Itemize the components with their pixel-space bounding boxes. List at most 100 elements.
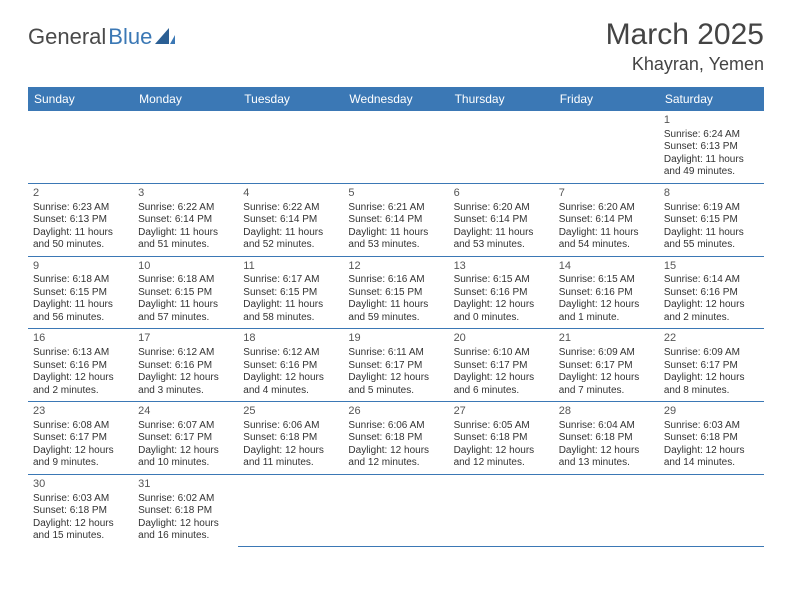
day-daylight: Daylight: 12 hours and 7 minutes.: [559, 372, 654, 397]
day-number: 12: [348, 260, 443, 274]
day-daylight: Daylight: 11 hours and 58 minutes.: [243, 299, 338, 324]
day-sunrise: Sunrise: 6:18 AM: [33, 274, 128, 287]
day-number: 26: [348, 405, 443, 419]
day-sunrise: Sunrise: 6:06 AM: [243, 420, 338, 433]
calendar-cell: 24Sunrise: 6:07 AMSunset: 6:17 PMDayligh…: [133, 402, 238, 475]
calendar-cell: 4Sunrise: 6:22 AMSunset: 6:14 PMDaylight…: [238, 183, 343, 256]
day-sunset: Sunset: 6:15 PM: [138, 287, 233, 300]
calendar-cell: 23Sunrise: 6:08 AMSunset: 6:17 PMDayligh…: [28, 402, 133, 475]
day-number: 23: [33, 405, 128, 419]
day-sunset: Sunset: 6:16 PM: [454, 287, 549, 300]
day-sunset: Sunset: 6:15 PM: [348, 287, 443, 300]
calendar-week-row: 9Sunrise: 6:18 AMSunset: 6:15 PMDaylight…: [28, 256, 764, 329]
weekday-header: Friday: [554, 87, 659, 111]
calendar-cell: 25Sunrise: 6:06 AMSunset: 6:18 PMDayligh…: [238, 402, 343, 475]
day-sunset: Sunset: 6:17 PM: [348, 360, 443, 373]
day-sunset: Sunset: 6:13 PM: [33, 214, 128, 227]
day-sunrise: Sunrise: 6:20 AM: [454, 202, 549, 215]
calendar-cell: 8Sunrise: 6:19 AMSunset: 6:15 PMDaylight…: [659, 183, 764, 256]
day-sunrise: Sunrise: 6:11 AM: [348, 347, 443, 360]
day-daylight: Daylight: 11 hours and 53 minutes.: [454, 227, 549, 252]
day-number: 10: [138, 260, 233, 274]
calendar-cell: 17Sunrise: 6:12 AMSunset: 6:16 PMDayligh…: [133, 329, 238, 402]
calendar-cell: [133, 111, 238, 183]
day-sunrise: Sunrise: 6:13 AM: [33, 347, 128, 360]
day-daylight: Daylight: 12 hours and 8 minutes.: [664, 372, 759, 397]
weekday-header: Tuesday: [238, 87, 343, 111]
calendar-cell: [343, 111, 448, 183]
day-daylight: Daylight: 12 hours and 5 minutes.: [348, 372, 443, 397]
calendar-cell: [238, 474, 343, 546]
day-sunrise: Sunrise: 6:19 AM: [664, 202, 759, 215]
day-number: 27: [454, 405, 549, 419]
sail-icon: [155, 28, 175, 44]
weekday-header: Sunday: [28, 87, 133, 111]
day-sunrise: Sunrise: 6:14 AM: [664, 274, 759, 287]
day-sunset: Sunset: 6:17 PM: [559, 360, 654, 373]
day-sunset: Sunset: 6:16 PM: [243, 360, 338, 373]
day-daylight: Daylight: 12 hours and 15 minutes.: [33, 518, 128, 543]
day-number: 14: [559, 260, 654, 274]
calendar-week-row: 30Sunrise: 6:03 AMSunset: 6:18 PMDayligh…: [28, 474, 764, 546]
calendar-cell: 2Sunrise: 6:23 AMSunset: 6:13 PMDaylight…: [28, 183, 133, 256]
calendar-cell: 14Sunrise: 6:15 AMSunset: 6:16 PMDayligh…: [554, 256, 659, 329]
day-number: 13: [454, 260, 549, 274]
day-daylight: Daylight: 12 hours and 10 minutes.: [138, 445, 233, 470]
day-sunset: Sunset: 6:16 PM: [33, 360, 128, 373]
day-sunrise: Sunrise: 6:09 AM: [664, 347, 759, 360]
title-block: March 2025 Khayran, Yemen: [606, 18, 764, 75]
day-daylight: Daylight: 12 hours and 9 minutes.: [33, 445, 128, 470]
day-sunset: Sunset: 6:17 PM: [454, 360, 549, 373]
day-sunrise: Sunrise: 6:22 AM: [243, 202, 338, 215]
day-number: 11: [243, 260, 338, 274]
day-sunrise: Sunrise: 6:12 AM: [243, 347, 338, 360]
calendar-cell: 11Sunrise: 6:17 AMSunset: 6:15 PMDayligh…: [238, 256, 343, 329]
day-daylight: Daylight: 12 hours and 0 minutes.: [454, 299, 549, 324]
day-sunrise: Sunrise: 6:04 AM: [559, 420, 654, 433]
calendar-cell: 10Sunrise: 6:18 AMSunset: 6:15 PMDayligh…: [133, 256, 238, 329]
day-sunset: Sunset: 6:15 PM: [33, 287, 128, 300]
day-sunset: Sunset: 6:18 PM: [454, 432, 549, 445]
calendar-cell: 16Sunrise: 6:13 AMSunset: 6:16 PMDayligh…: [28, 329, 133, 402]
day-sunset: Sunset: 6:15 PM: [664, 214, 759, 227]
calendar-cell: 31Sunrise: 6:02 AMSunset: 6:18 PMDayligh…: [133, 474, 238, 546]
calendar-cell: 30Sunrise: 6:03 AMSunset: 6:18 PMDayligh…: [28, 474, 133, 546]
day-sunset: Sunset: 6:13 PM: [664, 141, 759, 154]
day-sunrise: Sunrise: 6:16 AM: [348, 274, 443, 287]
calendar-cell: 12Sunrise: 6:16 AMSunset: 6:15 PMDayligh…: [343, 256, 448, 329]
calendar-cell: 18Sunrise: 6:12 AMSunset: 6:16 PMDayligh…: [238, 329, 343, 402]
calendar-cell: 5Sunrise: 6:21 AMSunset: 6:14 PMDaylight…: [343, 183, 448, 256]
month-title: March 2025: [606, 18, 764, 52]
day-sunrise: Sunrise: 6:12 AM: [138, 347, 233, 360]
day-daylight: Daylight: 11 hours and 53 minutes.: [348, 227, 443, 252]
day-sunrise: Sunrise: 6:20 AM: [559, 202, 654, 215]
day-sunrise: Sunrise: 6:21 AM: [348, 202, 443, 215]
day-sunrise: Sunrise: 6:02 AM: [138, 493, 233, 506]
logo-text-blue: Blue: [108, 24, 152, 50]
day-daylight: Daylight: 11 hours and 59 minutes.: [348, 299, 443, 324]
day-sunrise: Sunrise: 6:15 AM: [559, 274, 654, 287]
day-sunset: Sunset: 6:18 PM: [33, 505, 128, 518]
day-sunset: Sunset: 6:16 PM: [664, 287, 759, 300]
day-sunset: Sunset: 6:17 PM: [664, 360, 759, 373]
calendar-cell: [343, 474, 448, 546]
calendar-cell: 1Sunrise: 6:24 AMSunset: 6:13 PMDaylight…: [659, 111, 764, 183]
day-sunrise: Sunrise: 6:24 AM: [664, 129, 759, 142]
day-number: 29: [664, 405, 759, 419]
day-daylight: Daylight: 12 hours and 2 minutes.: [33, 372, 128, 397]
day-daylight: Daylight: 12 hours and 11 minutes.: [243, 445, 338, 470]
calendar-week-row: 2Sunrise: 6:23 AMSunset: 6:13 PMDaylight…: [28, 183, 764, 256]
day-sunset: Sunset: 6:17 PM: [33, 432, 128, 445]
day-daylight: Daylight: 12 hours and 12 minutes.: [348, 445, 443, 470]
calendar-cell: 29Sunrise: 6:03 AMSunset: 6:18 PMDayligh…: [659, 402, 764, 475]
calendar-cell: 26Sunrise: 6:06 AMSunset: 6:18 PMDayligh…: [343, 402, 448, 475]
calendar-cell: 19Sunrise: 6:11 AMSunset: 6:17 PMDayligh…: [343, 329, 448, 402]
calendar-cell: [554, 474, 659, 546]
day-sunrise: Sunrise: 6:22 AM: [138, 202, 233, 215]
calendar-cell: [449, 474, 554, 546]
day-daylight: Daylight: 11 hours and 50 minutes.: [33, 227, 128, 252]
day-number: 17: [138, 332, 233, 346]
day-daylight: Daylight: 12 hours and 1 minute.: [559, 299, 654, 324]
weekday-header: Wednesday: [343, 87, 448, 111]
day-sunset: Sunset: 6:18 PM: [138, 505, 233, 518]
